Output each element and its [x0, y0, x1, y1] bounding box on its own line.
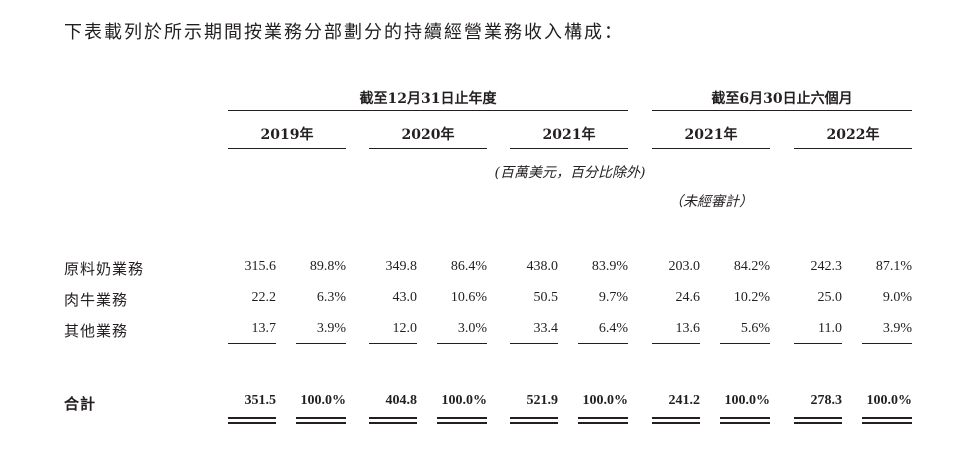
year-underline [369, 148, 487, 149]
total-double-rule [228, 422, 276, 424]
intro-text: 下表載列於所示期間按業務分部劃分的持續經營業務收入構成： [64, 22, 624, 43]
cell-percent: 9.7% [598, 290, 628, 305]
cell-percent: 10.2% [733, 290, 770, 305]
group-header-annual: 截至12月31日止年度 [359, 91, 497, 107]
cell-value: 33.4 [533, 321, 559, 336]
total-double-rule [652, 422, 700, 424]
total-double-rule [369, 417, 417, 419]
cell-percent: 6.3% [316, 290, 346, 305]
cell-value: 13.7 [251, 321, 277, 336]
cell-percent: 3.9% [882, 321, 912, 336]
total-double-rule [228, 417, 276, 419]
year-header: 2022年 [826, 127, 880, 143]
total-double-rule [720, 417, 770, 419]
subtotal-rule [437, 343, 487, 344]
cell-value: 438.0 [526, 259, 559, 274]
total-label: 合計 [64, 395, 97, 413]
cell-value: 13.6 [675, 321, 701, 336]
total-value: 351.5 [244, 393, 277, 408]
total-double-rule [369, 422, 417, 424]
total-double-rule [578, 422, 628, 424]
total-double-rule [862, 417, 912, 419]
cell-value: 25.0 [817, 290, 843, 305]
cell-value: 50.5 [533, 290, 559, 305]
cell-value: 22.2 [251, 290, 277, 305]
total-value: 521.9 [526, 393, 559, 408]
total-percent: 100.0% [866, 393, 913, 408]
total-percent: 100.0% [300, 393, 347, 408]
total-double-rule [794, 422, 842, 424]
total-double-rule [296, 417, 346, 419]
subtotal-rule [228, 343, 276, 344]
cell-value: 43.0 [392, 290, 418, 305]
total-double-rule [794, 417, 842, 419]
cell-value: 11.0 [818, 321, 842, 336]
group-underline-annual [228, 110, 628, 111]
cell-percent: 86.4% [450, 259, 487, 274]
total-double-rule [296, 422, 346, 424]
cell-percent: 89.8% [309, 259, 346, 274]
subtotal-rule [652, 343, 700, 344]
subtotal-rule [578, 343, 628, 344]
total-value: 278.3 [810, 393, 843, 408]
subtotal-rule [862, 343, 912, 344]
year-header: 2019年 [260, 127, 314, 143]
group-underline-interim [652, 110, 912, 111]
unit-note: (百萬美元，百分比除外) [494, 165, 646, 181]
cell-percent: 6.4% [598, 321, 628, 336]
total-double-rule [510, 422, 558, 424]
subtotal-rule [720, 343, 770, 344]
cell-value: 24.6 [675, 290, 701, 305]
cell-percent: 3.0% [457, 321, 487, 336]
total-double-rule [862, 422, 912, 424]
total-double-rule [720, 422, 770, 424]
row-label: 其他業務 [64, 322, 129, 340]
cell-value: 242.3 [810, 259, 843, 274]
unaudited-note: （未經審計） [669, 194, 753, 210]
year-underline [228, 148, 346, 149]
cell-percent: 84.2% [733, 259, 770, 274]
row-label: 肉牛業務 [64, 291, 129, 309]
total-double-rule [578, 417, 628, 419]
cell-percent: 5.6% [740, 321, 770, 336]
total-value: 404.8 [385, 393, 418, 408]
year-header: 2021年 [542, 127, 596, 143]
total-percent: 100.0% [582, 393, 629, 408]
cell-percent: 83.9% [591, 259, 628, 274]
total-percent: 100.0% [724, 393, 771, 408]
subtotal-rule [369, 343, 417, 344]
cell-percent: 10.6% [450, 290, 487, 305]
year-underline [510, 148, 628, 149]
total-value: 241.2 [668, 393, 701, 408]
total-double-rule [437, 417, 487, 419]
subtotal-rule [794, 343, 842, 344]
cell-percent: 3.9% [316, 321, 346, 336]
year-header: 2020年 [401, 127, 455, 143]
total-double-rule [510, 417, 558, 419]
total-percent: 100.0% [441, 393, 488, 408]
cell-value: 349.8 [385, 259, 418, 274]
group-header-interim: 截至6月30日止六個月 [711, 91, 853, 107]
subtotal-rule [296, 343, 346, 344]
year-underline [652, 148, 770, 149]
subtotal-rule [510, 343, 558, 344]
total-double-rule [652, 417, 700, 419]
cell-value: 203.0 [668, 259, 701, 274]
total-double-rule [437, 422, 487, 424]
cell-value: 315.6 [244, 259, 277, 274]
year-underline [794, 148, 912, 149]
cell-percent: 9.0% [882, 290, 912, 305]
year-header: 2021年 [684, 127, 738, 143]
row-label: 原料奶業務 [64, 260, 145, 278]
cell-value: 12.0 [392, 321, 418, 336]
cell-percent: 87.1% [875, 259, 912, 274]
